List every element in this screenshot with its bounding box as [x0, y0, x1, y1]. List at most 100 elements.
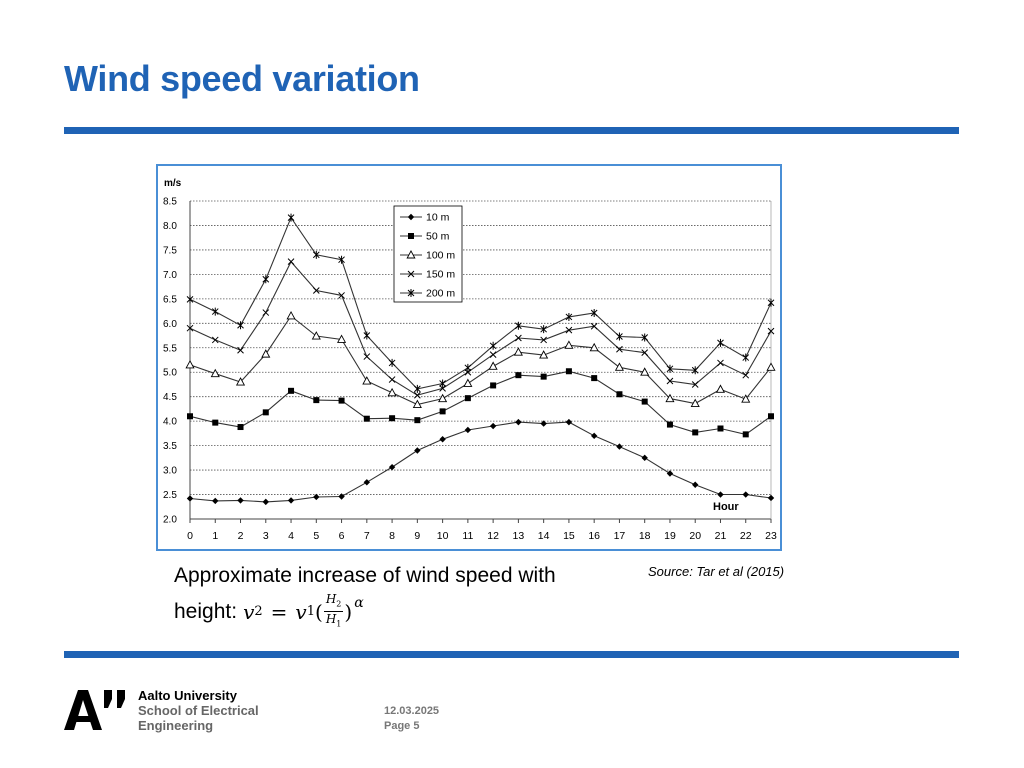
data-point-200m	[439, 379, 446, 388]
data-point-50m	[768, 413, 774, 420]
x-tick-label: 11	[462, 530, 473, 542]
data-point-10m	[439, 436, 446, 443]
data-point-100m	[690, 398, 700, 407]
x-tick-label: 4	[288, 530, 294, 542]
data-point-150m	[363, 353, 371, 360]
caption-line1: Approximate increase of wind speed with	[174, 564, 556, 587]
data-point-50m	[666, 421, 673, 428]
x-tick-label: 19	[664, 530, 676, 542]
school-line2: Engineering	[138, 718, 214, 733]
data-point-100m	[614, 362, 624, 371]
data-point-150m	[565, 326, 573, 334]
x-tick-label: 18	[639, 530, 651, 542]
formula-fraction: H2 H1	[323, 592, 344, 632]
data-point-150m	[489, 351, 497, 358]
x-tick-label: 14	[538, 530, 550, 542]
data-point-200m	[641, 333, 649, 342]
data-point-10m	[641, 454, 648, 462]
frac-num: H	[325, 592, 337, 606]
data-point-200m	[767, 298, 775, 307]
data-point-100m	[741, 394, 751, 403]
y-tick-label: 5.0	[163, 368, 177, 379]
y-tick-label: 6.0	[163, 319, 177, 330]
legend-label: 10 m	[426, 212, 450, 224]
bottom-divider	[64, 651, 959, 658]
y-tick-label: 2.5	[163, 490, 177, 501]
data-point-100m	[665, 393, 675, 403]
slide-date: 12.03.2025	[384, 705, 440, 717]
wind-speed-chart: 2.0 2.5 3.0 3.5 4.0 4.5 5.0 5.5 6.0 6.5 7.0 7.5 8.0 8…	[163, 178, 777, 542]
data-point-100m	[488, 361, 498, 370]
data-point-10m	[590, 432, 598, 440]
data-point-100m	[766, 362, 776, 371]
data-point-100m	[387, 387, 397, 397]
x-tick-label: 12	[487, 530, 499, 542]
y-tick-label: 4.0	[163, 417, 177, 428]
caption-prefix: height:	[174, 599, 238, 623]
x-tick-label: 22	[740, 530, 752, 542]
data-point-200m	[186, 295, 194, 304]
x-tick-label: 23	[765, 530, 777, 542]
y-tick-label: 8.5	[163, 197, 177, 208]
data-point-200m	[666, 364, 674, 373]
data-point-100m	[715, 384, 726, 393]
series-line-200m	[189, 216, 772, 390]
x-tick-label: 10	[437, 530, 449, 542]
x-tick-label: 16	[588, 530, 600, 542]
y-tick-label: 7.5	[163, 245, 177, 256]
data-point-150m	[237, 346, 244, 354]
data-point-50m	[717, 425, 724, 432]
x-tick-label: 17	[614, 530, 626, 542]
data-point-100m	[362, 376, 372, 385]
data-point-150m	[691, 381, 699, 388]
frac-den-sub: 1	[336, 619, 342, 629]
data-point-100m	[286, 311, 296, 320]
data-point-50m	[565, 368, 572, 375]
data-point-150m	[616, 345, 623, 353]
data-point-50m	[212, 419, 219, 426]
data-point-50m	[237, 424, 244, 431]
data-point-10m	[565, 418, 573, 426]
x-tick-label: 21	[715, 530, 727, 542]
data-point-150m	[666, 377, 674, 385]
data-point-50m	[742, 431, 749, 438]
data-point-100m	[311, 331, 321, 340]
y-tick-label: 3.0	[163, 466, 177, 477]
legend-label: 50 m	[426, 231, 450, 243]
data-point-50m	[641, 398, 648, 405]
formula-exponent: α	[354, 594, 364, 611]
data-point-200m	[691, 366, 699, 375]
data-point-50m	[389, 415, 396, 422]
data-point-50m	[338, 397, 345, 404]
data-point-150m	[338, 292, 345, 299]
data-point-50m	[591, 375, 598, 382]
data-point-100m	[539, 350, 549, 359]
legend-label: 100 m	[426, 250, 455, 262]
caption: Approximate increase of wind speed with …	[174, 560, 556, 632]
data-point-50m	[262, 409, 269, 416]
y-tick-label: 5.5	[163, 343, 177, 354]
data-point-100m	[185, 359, 195, 369]
data-point-10m	[262, 498, 269, 506]
x-axis-label: Hour	[713, 501, 739, 513]
y-tick-label: 4.5	[163, 392, 177, 403]
legend-box	[393, 205, 463, 303]
data-point-10m	[414, 447, 421, 454]
data-point-10m	[186, 495, 194, 502]
legend-marker	[407, 289, 415, 297]
data-point-50m	[439, 408, 446, 415]
formula-equals: =	[270, 599, 288, 624]
data-point-100m	[412, 399, 422, 408]
data-point-10m	[767, 494, 775, 502]
data-point-50m	[692, 429, 699, 436]
legend-label: 200 m	[426, 288, 455, 300]
data-point-50m	[464, 395, 471, 402]
y-tick-label: 3.5	[163, 441, 177, 452]
x-tick-label: 0	[187, 530, 193, 542]
data-point-150m	[439, 385, 446, 392]
data-point-150m	[515, 334, 522, 342]
data-point-200m	[287, 213, 295, 222]
y-tick-label: 7.0	[163, 270, 177, 281]
data-point-100m	[589, 342, 599, 352]
x-tick-label: 1	[212, 530, 218, 542]
